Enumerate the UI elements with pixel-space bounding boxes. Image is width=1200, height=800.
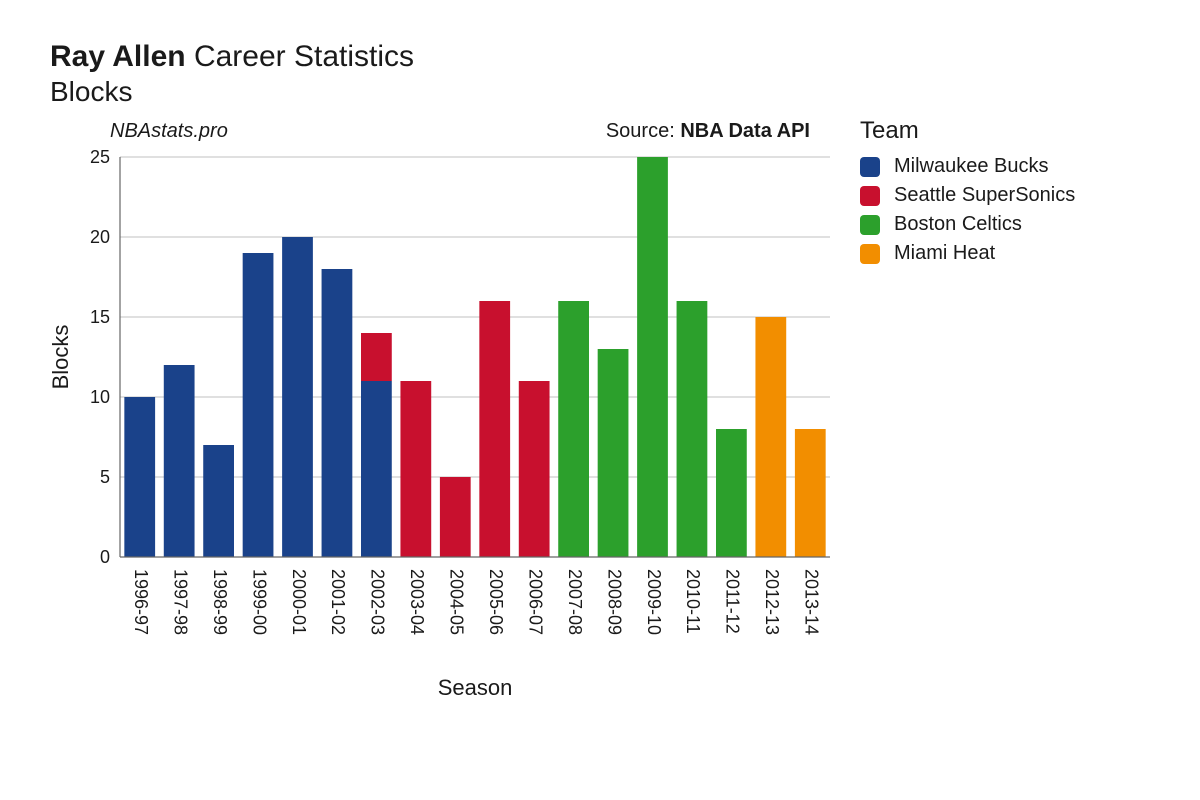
- legend-item: Miami Heat: [860, 242, 1075, 265]
- legend-label: Boston Celtics: [894, 213, 1022, 236]
- x-tick-label: 1999-00: [249, 569, 269, 635]
- bar-segment: [637, 157, 668, 557]
- legend-item: Seattle SuperSonics: [860, 184, 1075, 207]
- legend-swatch: [860, 244, 880, 264]
- x-tick-label: 1996-97: [131, 569, 151, 635]
- legend-swatch: [860, 215, 880, 235]
- bar-segment: [519, 381, 550, 557]
- bar-segment: [795, 429, 826, 557]
- y-tick-label: 20: [90, 227, 110, 247]
- chart-title-line1: Ray Allen Career Statistics: [50, 40, 1150, 74]
- x-tick-label: 2000-01: [289, 569, 309, 635]
- x-tick-label: 2005-06: [486, 569, 506, 635]
- bar-segment: [440, 477, 471, 557]
- chart-container: Ray Allen Career Statistics Blocks NBAst…: [0, 0, 1200, 800]
- source-credit: Source: NBA Data API: [606, 120, 810, 143]
- chart-area: 0 5 10 15 20 25 1996-97 1997-98 1998-99 1999-00 20…: [50, 147, 840, 712]
- bar-segment: [203, 445, 234, 557]
- x-tick-label: 2004-05: [447, 569, 467, 635]
- bar-segment: [361, 381, 392, 557]
- y-tick-label: 0: [100, 547, 110, 567]
- bar-segment: [124, 397, 155, 557]
- bar-segment: [322, 269, 353, 557]
- y-tick-label: 25: [90, 147, 110, 167]
- y-axis-label: Blocks: [50, 325, 73, 390]
- player-name: Ray Allen: [50, 40, 186, 73]
- legend-items: Milwaukee Bucks Seattle SuperSonics Boston…: [860, 155, 1075, 265]
- legend-swatch: [860, 157, 880, 177]
- y-tick-label: 10: [90, 387, 110, 407]
- x-tick-label: 2013-14: [802, 569, 822, 635]
- x-tick-label: 2001-02: [328, 569, 348, 635]
- chart-wrap: 0 5 10 15 20 25 1996-97 1997-98 1998-99 1999-00 20…: [50, 147, 1150, 712]
- bar-segment: [598, 349, 629, 557]
- legend-swatch: [860, 186, 880, 206]
- x-tick-label: 2006-07: [525, 569, 545, 635]
- x-tick-label: 2010-11: [683, 569, 703, 634]
- x-tick-label: 2007-08: [565, 569, 585, 635]
- y-tick-label: 5: [100, 467, 110, 487]
- bar-segment: [400, 381, 431, 557]
- bar-segment: [361, 333, 392, 381]
- bar-segment: [243, 253, 274, 557]
- legend-label: Miami Heat: [894, 242, 995, 265]
- x-tick-label: 2002-03: [368, 569, 388, 635]
- y-tick-label: 15: [90, 307, 110, 327]
- bar-segment: [755, 317, 786, 557]
- x-tick-label: 2011-12: [723, 569, 743, 634]
- legend-title: Team: [860, 117, 1075, 145]
- x-tick-label: 2009-10: [644, 569, 664, 635]
- x-tick-label: 2012-13: [762, 569, 782, 635]
- source-value: NBA Data API: [680, 120, 810, 142]
- x-axis-label: Season: [438, 675, 513, 700]
- legend-item: Milwaukee Bucks: [860, 155, 1075, 178]
- x-tick-label: 2008-09: [604, 569, 624, 635]
- bar-segment: [282, 237, 313, 557]
- bar-segment: [479, 301, 510, 557]
- x-tick-label: 1997-98: [170, 569, 190, 635]
- bar-chart-svg: 0 5 10 15 20 25 1996-97 1997-98 1998-99 1999-00 20…: [50, 147, 840, 707]
- x-tick-label: 2003-04: [407, 569, 427, 635]
- bar-segment: [716, 429, 747, 557]
- x-tick-label: 1998-99: [210, 569, 230, 635]
- bar-segment: [164, 365, 195, 557]
- legend-label: Milwaukee Bucks: [894, 155, 1049, 178]
- legend: Team Milwaukee Bucks Seattle SuperSonics B…: [860, 117, 1075, 271]
- legend-label: Seattle SuperSonics: [894, 184, 1075, 207]
- bar-segment: [677, 301, 708, 557]
- title-suffix: Career Statistics: [194, 40, 414, 73]
- site-credit: NBAstats.pro: [110, 120, 228, 143]
- source-label: Source:: [606, 120, 675, 142]
- bar-segment: [558, 301, 589, 557]
- chart-title-line2: Blocks: [50, 76, 1150, 108]
- legend-item: Boston Celtics: [860, 213, 1075, 236]
